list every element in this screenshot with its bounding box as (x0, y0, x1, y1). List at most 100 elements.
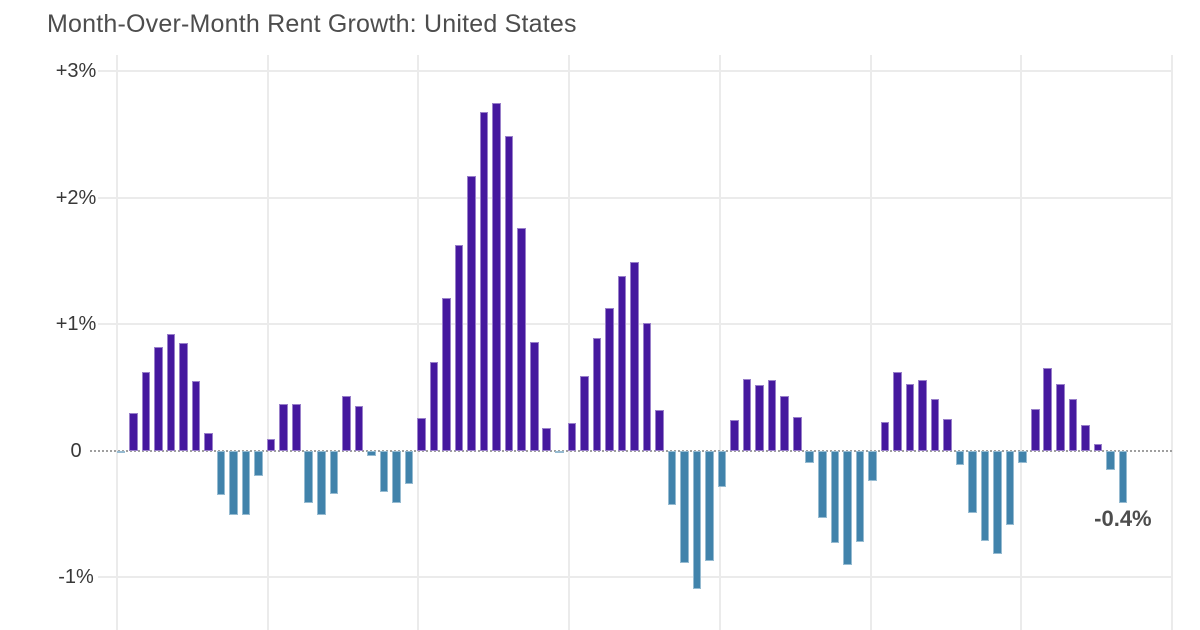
bar-negative (680, 450, 689, 564)
chart-title: Month-Over-Month Rent Growth: United Sta… (47, 10, 577, 38)
bar-positive (567, 422, 577, 451)
bar-negative (968, 450, 977, 513)
bar-positive (141, 372, 151, 451)
bar-negative (304, 450, 314, 503)
bar-negative (254, 450, 263, 476)
bar-positive (930, 398, 940, 451)
bar-positive (479, 111, 489, 451)
year-gridline (1020, 55, 1023, 630)
year-gridline (718, 55, 721, 630)
bar-negative (1018, 450, 1027, 464)
bar-positive (1030, 408, 1040, 451)
bar-positive (517, 228, 526, 451)
bar-positive (1043, 368, 1053, 451)
bar-positive (617, 276, 627, 451)
bar-positive (154, 346, 163, 451)
bar-negative (229, 450, 238, 516)
bar-negative (116, 450, 126, 454)
bar-positive (605, 307, 614, 451)
year-gridline (1170, 55, 1173, 630)
bar-positive (492, 102, 501, 451)
bar-positive (542, 427, 552, 451)
year-gridline (116, 55, 118, 630)
bar-negative (404, 450, 414, 484)
bar-positive (1093, 444, 1103, 451)
bar-positive (918, 379, 927, 451)
bar-negative (1106, 450, 1115, 470)
bar-positive (1081, 425, 1090, 451)
bar-negative (554, 450, 564, 454)
bar-positive (204, 432, 213, 451)
year-gridline (869, 55, 872, 630)
bar-negative (805, 450, 815, 464)
bar-positive (429, 362, 439, 451)
bar-positive (504, 135, 514, 451)
bar-negative (1118, 450, 1128, 503)
bar-positive (529, 341, 539, 451)
bar-negative (216, 450, 226, 495)
bar-positive (730, 420, 739, 451)
y-axis-tick-label: +2% (55, 186, 97, 209)
bar-positive (291, 403, 301, 451)
bar-positive (580, 376, 589, 451)
bar-positive (780, 396, 790, 451)
year-gridline (568, 55, 571, 630)
bar-positive (905, 383, 915, 451)
bar-positive (742, 378, 752, 451)
bar-negative (830, 450, 840, 544)
bar-negative (717, 450, 727, 488)
bar-positive (354, 406, 364, 451)
bar-positive (792, 416, 802, 451)
bar-negative (993, 450, 1002, 555)
bar-positive (630, 262, 639, 451)
bar-negative (379, 450, 389, 493)
bar-positive (342, 396, 351, 451)
bar-negative (955, 450, 965, 465)
bar-negative (241, 450, 251, 516)
bar-negative (667, 450, 677, 506)
year-gridline (417, 55, 420, 630)
bar-positive (442, 297, 451, 451)
bar-positive (279, 403, 289, 451)
bar-negative (818, 450, 827, 518)
bar-positive (454, 244, 464, 451)
bar-positive (417, 417, 426, 451)
y-axis-tick-label: -1% (58, 566, 94, 589)
bar-positive (943, 419, 952, 451)
bar-negative (705, 450, 714, 561)
bar-positive (655, 410, 664, 451)
percent-gridline (98, 576, 1172, 579)
bar-positive (592, 338, 602, 451)
bar-positive (893, 372, 902, 451)
bar-positive (266, 439, 276, 451)
bar-positive (755, 384, 764, 451)
last-value-annotation: -0.4% (1094, 505, 1152, 531)
bar-negative (367, 450, 376, 456)
bar-positive (467, 176, 476, 451)
bar-positive (129, 412, 138, 451)
bar-negative (317, 450, 326, 516)
bar-negative (692, 450, 702, 589)
bar-positive (1068, 398, 1078, 451)
bar-negative (392, 450, 401, 503)
y-axis-tick-label: 0 (70, 439, 82, 462)
bar-positive (191, 381, 201, 451)
bar-positive (642, 322, 652, 451)
bar-positive (166, 334, 176, 451)
bar-negative (1005, 450, 1015, 526)
bar-negative (843, 450, 852, 565)
year-gridline (266, 55, 269, 630)
bar-negative (329, 450, 339, 494)
zero-axis-line (90, 449, 1172, 452)
percent-gridline (98, 196, 1172, 199)
percent-gridline (98, 70, 1172, 73)
bar-negative (868, 450, 877, 482)
bar-positive (1055, 383, 1065, 451)
y-axis-tick-label: +3% (55, 60, 97, 83)
bar-negative (855, 450, 865, 542)
bar-negative (980, 450, 990, 541)
bar-positive (880, 421, 890, 451)
bar-positive (179, 343, 188, 451)
